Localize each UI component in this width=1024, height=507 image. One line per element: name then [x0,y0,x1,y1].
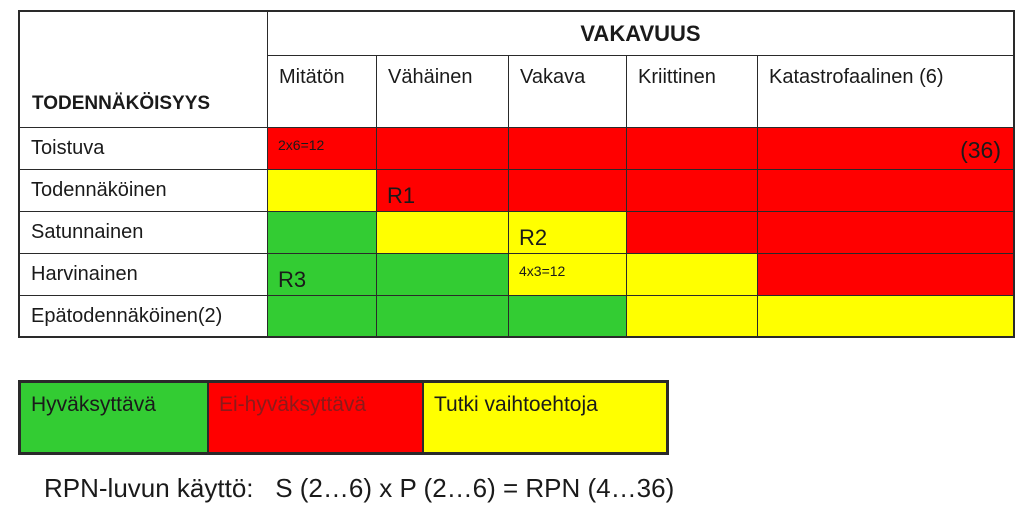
matrix-cell [377,128,509,170]
matrix-cell: 4x3=12 [509,254,627,296]
matrix-cell [509,170,627,212]
matrix-cell [268,170,377,212]
severity-mitaton: Mitätön [268,56,377,128]
severity-kriittinen: Kriittinen [627,56,758,128]
matrix-cell [627,254,758,296]
matrix-cell [377,212,509,254]
severity-katastrofaalinen: Katastrofaalinen (6) [758,56,1013,128]
color-legend: Hyväksyttävä Ei-hyväksyttävä Tutki vaiht… [18,380,669,455]
calc-label: 2x6=12 [278,137,325,153]
matrix-cell [377,254,509,296]
matrix-cell: (36) [758,128,1013,170]
matrix-cell [758,170,1013,212]
probability-satunnainen: Satunnainen [20,212,268,254]
max-rpn-label: (36) [960,137,1001,163]
severity-vakava: Vakava [509,56,627,128]
matrix-cell [627,296,758,336]
matrix-cell [268,212,377,254]
matrix-cell [268,296,377,336]
risk-matrix: VAKAVUUS TODENNÄKÖISYYS Mitätön Vähäinen… [18,10,1015,338]
rpn-formula: RPN-luvun käyttö: S (2…6) x P (2…6) = RP… [44,473,675,503]
severity-vahainen: Vähäinen [377,56,509,128]
matrix-cell [509,296,627,336]
matrix-corner-top [20,12,268,56]
matrix-cell [627,128,758,170]
matrix-cell [627,212,758,254]
legend-unacceptable: Ei-hyväksyttävä [209,383,424,452]
matrix-cell: R3 [268,254,377,296]
matrix-cell: 2x6=12 [268,128,377,170]
matrix-cell [758,296,1013,336]
matrix-cell [758,212,1013,254]
risk-label-r1: R1 [387,183,416,208]
matrix-cell [377,296,509,336]
legend-investigate: Tutki vaihtoehtoja [424,383,666,452]
risk-label-r2: R2 [519,225,548,250]
probability-harvinainen: Harvinainen [20,254,268,296]
legend-acceptable: Hyväksyttävä [21,383,209,452]
probability-header: TODENNÄKÖISYYS [20,56,268,128]
matrix-cell [627,170,758,212]
matrix-cell: R1 [377,170,509,212]
matrix-cell [758,254,1013,296]
calc-label: 4x3=12 [519,263,566,279]
probability-todennakoinen: Todennäköinen [20,170,268,212]
risk-label-r3: R3 [278,267,307,292]
probability-toistuva: Toistuva [20,128,268,170]
matrix-cell [509,128,627,170]
matrix-cell: R2 [509,212,627,254]
probability-epatodennakoinen: Epätodennäköinen(2) [20,296,268,336]
severity-header: VAKAVUUS [268,12,1013,56]
